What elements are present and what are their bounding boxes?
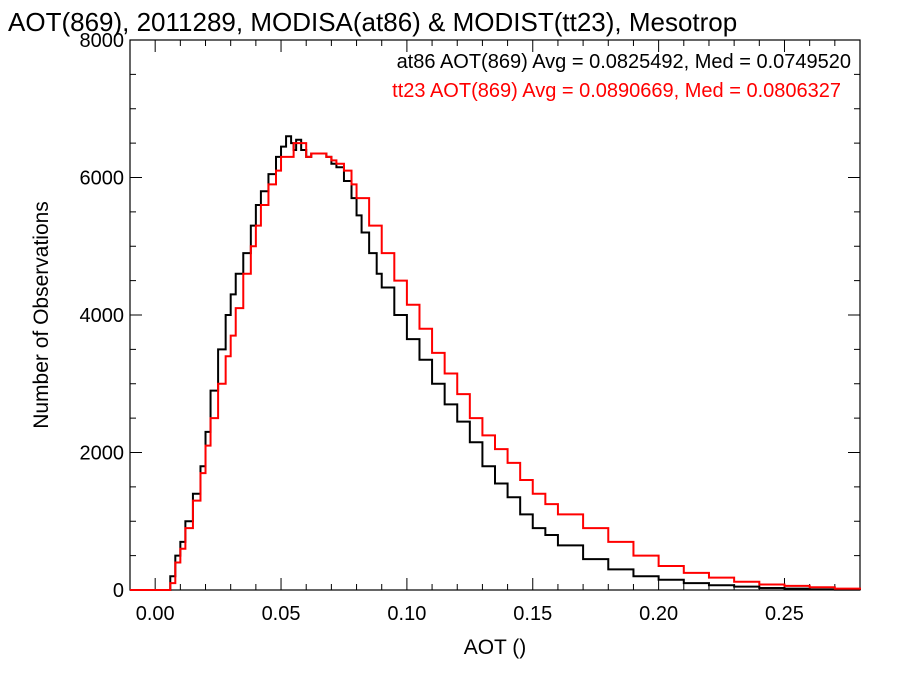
- x-tick-label: 0.15: [513, 603, 552, 625]
- chart-title: AOT(869), 2011289, MODISA(at86) & MODIST…: [8, 7, 737, 37]
- legend-entry-tt23: tt23 AOT(869) Avg = 0.0890669, Med = 0.0…: [392, 80, 841, 102]
- x-tick-label: 0.20: [639, 603, 678, 625]
- y-tick-label: 4000: [80, 305, 125, 327]
- legend-entry-at86: at86 AOT(869) Avg = 0.0825492, Med = 0.0…: [397, 51, 851, 73]
- data-series: [130, 135, 861, 591]
- y-tick-label: 6000: [80, 168, 125, 190]
- y-tick-label: 8000: [80, 30, 125, 52]
- y-tick-label: 0: [113, 580, 124, 602]
- x-axis-label: AOT (): [464, 636, 527, 659]
- series-at86-histogram: [130, 135, 861, 591]
- y-tick-label: 2000: [80, 443, 125, 465]
- plot-frame: [129, 39, 861, 591]
- y-axis-label: Number of Observations: [30, 201, 53, 429]
- axis-ticks: 0.00 0.05 0.10 0.15 0.20 0.25 0 2000 4000 6000 800…: [80, 30, 861, 625]
- series-tt23-histogram: [130, 142, 861, 591]
- x-tick-label: 0.10: [387, 603, 426, 625]
- x-tick-label: 0.05: [262, 603, 301, 625]
- x-tick-label: 0.00: [136, 603, 175, 625]
- x-tick-label: 0.25: [765, 603, 804, 625]
